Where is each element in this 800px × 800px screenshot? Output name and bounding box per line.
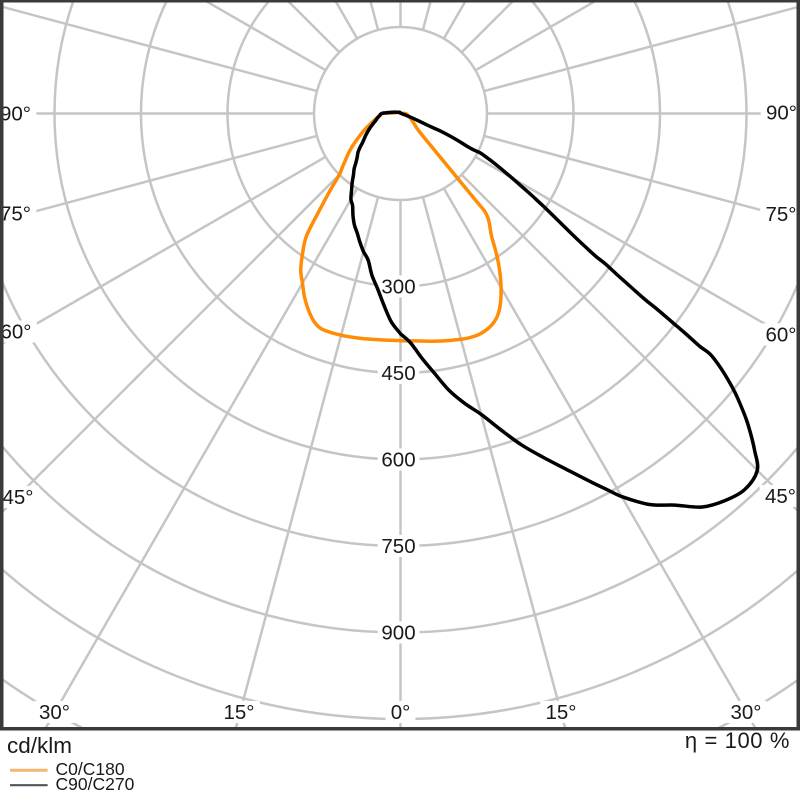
svg-text:15°: 15° (545, 701, 576, 724)
svg-text:750: 750 (381, 535, 415, 558)
svg-text:30°: 30° (730, 701, 761, 724)
svg-text:η = 100 %: η = 100 % (685, 728, 790, 753)
svg-text:90°: 90° (0, 103, 31, 126)
svg-text:90°: 90° (766, 102, 797, 125)
svg-text:60°: 60° (0, 321, 31, 344)
svg-text:600: 600 (381, 449, 415, 472)
svg-text:15°: 15° (223, 701, 254, 724)
svg-text:60°: 60° (765, 324, 796, 347)
svg-text:cd/klm: cd/klm (7, 733, 72, 758)
svg-text:C0/C180: C0/C180 (56, 759, 125, 779)
svg-text:C90/C270: C90/C270 (56, 774, 135, 794)
svg-text:75°: 75° (0, 203, 31, 226)
svg-text:450: 450 (381, 362, 415, 385)
svg-text:900: 900 (381, 622, 415, 645)
svg-text:45°: 45° (765, 485, 796, 508)
svg-text:45°: 45° (2, 486, 33, 509)
svg-text:300: 300 (381, 276, 415, 299)
svg-text:0°: 0° (391, 701, 411, 724)
svg-text:75°: 75° (765, 203, 796, 226)
svg-text:30°: 30° (39, 701, 70, 724)
